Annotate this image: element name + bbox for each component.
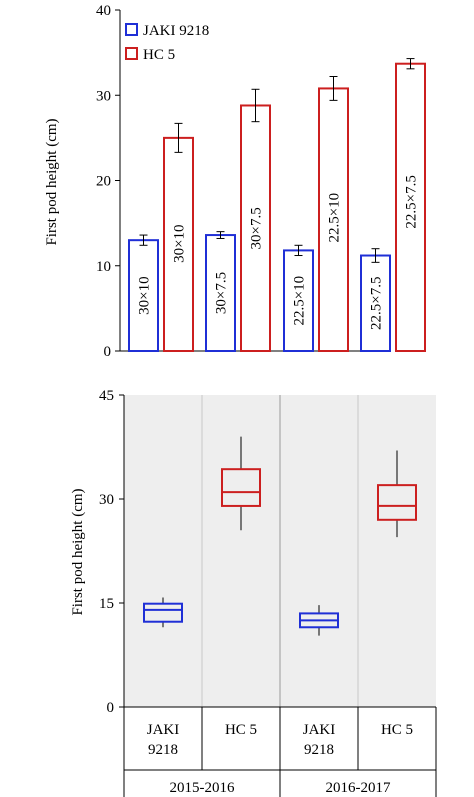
box-plot-axes: 0 15 30 45 JAKI 9218 HC 5 JAKI 9218 HC 5 2015-2016… [99, 388, 437, 797]
bar [205, 234, 236, 352]
bar [240, 104, 271, 353]
legend-swatch [125, 47, 138, 60]
bar-chart-marks: 30×10 30×10 30×7.5 30×7.5 22.5×10 22.5×10 22.5… [128, 58, 426, 353]
box-plot-marks [143, 436, 417, 636]
box-plot-y-tick-label: 15 [99, 596, 114, 612]
box [377, 484, 417, 521]
legend-label: HC 5 [143, 47, 175, 63]
box-plot-category-label: 9218 [148, 742, 178, 758]
box-plot-y-tick-label: 0 [107, 700, 115, 716]
bar [128, 239, 159, 352]
box-plot-y-tick-label: 30 [99, 492, 114, 508]
bar-label: 30×10 [137, 276, 153, 314]
box-plot-category-label: JAKI [147, 722, 180, 738]
bar [283, 249, 314, 352]
box-plot-group-label: 2015-2016 [170, 780, 235, 796]
box-plot-category-label: HC 5 [381, 722, 413, 738]
bar-chart-axes: 0 10 20 30 40 [96, 3, 370, 360]
box [221, 468, 261, 507]
bar-label: 22.5×10 [292, 276, 308, 326]
bar-label: 30×10 [172, 224, 188, 262]
bar-chart-y-axis-label: First pod height (cm) [44, 118, 60, 245]
bar-chart-legend: JAKI 9218 HC 5 [125, 23, 209, 63]
bar-chart-y-tick-label: 20 [96, 174, 111, 190]
legend-label: JAKI 9218 [143, 23, 209, 39]
bar-label: 22.5×7.5 [369, 277, 385, 330]
bar-label: 30×7.5 [214, 272, 230, 314]
box-plot-group-label: 2016-2017 [326, 780, 391, 796]
box-plot-category-label: JAKI [303, 722, 336, 738]
legend-swatch [125, 23, 138, 36]
box-plot-category-label: HC 5 [225, 722, 257, 738]
bar-label: 30×7.5 [249, 207, 265, 249]
bar [163, 136, 194, 352]
bar [395, 62, 426, 353]
box-plot: 0 15 30 45 JAKI 9218 HC 5 JAKI 9218 HC 5 2015-2016… [70, 388, 437, 797]
bar-chart-y-tick-label: 40 [96, 3, 111, 19]
bar-chart-y-tick-label: 10 [96, 259, 111, 275]
box [143, 602, 183, 623]
bar-label: 22.5×7.5 [404, 175, 420, 228]
bar [360, 254, 391, 353]
box-plot-y-axis-label: First pod height (cm) [70, 488, 86, 615]
bar-label: 22.5×10 [327, 193, 343, 243]
bar-chart-y-tick-label: 30 [96, 88, 111, 104]
bar-chart: 0 10 20 30 40 First pod height (cm) JAKI 921… [44, 3, 426, 360]
box-plot-category-label: 9218 [304, 742, 334, 758]
bar [318, 87, 349, 353]
box-plot-y-tick-label: 45 [99, 388, 114, 404]
bar-chart-y-tick-label: 0 [104, 344, 112, 360]
